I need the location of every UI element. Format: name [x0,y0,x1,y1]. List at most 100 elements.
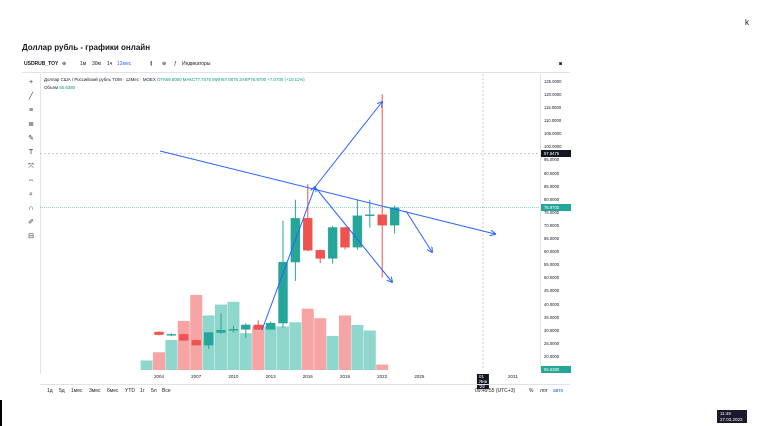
horizontal-lines-icon[interactable]: ≡ [28,107,34,114]
auto-toggle[interactable]: авто [553,388,564,394]
ruler-icon[interactable]: ✐ [28,219,34,226]
volume-bar [363,330,376,370]
price-chart[interactable] [40,74,540,370]
indicators-icon[interactable]: ƒ [174,61,177,67]
measure-icon[interactable]: ⇔ [27,177,35,184]
volume-bar [252,326,265,370]
interval-1h[interactable]: 1ч [107,61,113,67]
candle-body [216,329,226,333]
time-tick: 2016 [302,374,313,379]
range-5d[interactable]: 5д [59,388,65,394]
volume-price-tag: 55.6380 [541,366,571,373]
range-all[interactable]: Все [162,388,171,394]
lock-icon[interactable]: ⊟ [28,233,34,240]
range-5y[interactable]: 5л [151,388,157,394]
text-icon[interactable]: T [28,149,34,156]
interval-30m[interactable]: 30м [92,61,101,67]
candle-body [340,227,350,248]
price-tick: 35.0000 [544,314,560,320]
price-tick: 20.0000 [544,353,560,359]
candle-body [154,331,164,335]
candle-body [377,214,387,226]
fib-icon[interactable]: ≣ [28,121,34,128]
interval-12m[interactable]: 12мес [117,61,132,67]
taskbar-date: 27.03.2023 [720,416,743,422]
range-3m[interactable]: 3мес [89,388,101,394]
trend-line-resistance[interactable] [159,150,495,234]
log-toggle[interactable]: лог [540,388,548,394]
price-tick: 45.0000 [544,288,560,294]
compare-add-icon[interactable]: ⊕ [62,61,67,67]
percent-toggle[interactable]: % [529,388,534,394]
arrow-line-down[interactable] [314,186,392,282]
drawing-toolbar: + ╱ ≡ ≣ ✎ T ⤧ ⇔ ⌕ ∩ ✐ ⊟ [22,74,41,374]
trend-line-icon[interactable]: ╱ [28,93,34,100]
interval-1m[interactable]: 1м [80,61,87,67]
volume-bar [215,304,227,370]
candle-body [203,332,214,346]
time-tick: 2010 [228,374,239,379]
arrow-line-up-2[interactable] [314,102,382,188]
last-price-tag: 76.9700 [541,204,571,212]
candle-body [315,250,325,259]
time-tick: 2025 [414,374,425,379]
volume-layer [140,295,389,370]
volume-label: Объём [44,85,58,90]
range-1y[interactable]: 1г [140,388,145,394]
time-tick: 2022 [377,374,388,379]
price-tick: 60.0000 [544,249,560,255]
price-tick: 105.0000 [544,131,562,137]
volume-bar [140,360,153,370]
magnet-icon[interactable]: ∩ [28,205,34,212]
range-1m[interactable]: 1мес [71,388,83,394]
window-corner-text: k [745,18,749,27]
volume-bar [339,315,351,370]
chart-toolbar: USDRUB_TOY ⊕ 1м 30м 1ч 12мес ⫼ ⊕ ƒ Индик… [22,58,570,73]
price-tick: 40.0000 [544,301,560,307]
range-6m[interactable]: 6мес [107,388,119,394]
arrow-line-up-1[interactable] [261,187,315,331]
price-tick: 125.0000 [544,78,562,84]
chart-legend: Доллар США / Российский рубль TOM · 12Ме… [44,77,305,82]
candle-body [228,329,239,331]
price-tick: 25.0000 [544,340,560,346]
taskbar-time: 11:49 [720,411,731,416]
candle-body [278,261,288,324]
page-title: Доллар рубль - графики онлайн [22,43,151,52]
brush-icon[interactable]: ✎ [28,135,34,142]
price-tick: 100.0000 [544,144,562,150]
taskbar-clock: 11:49 27.03.2023 [717,410,747,423]
price-tick: 50.0000 [544,275,560,281]
volume-bar [326,335,339,370]
bottom-toolbar: 1д 5д 1мес 3мес 6мес YTD 1г 5л Все 09:49… [40,384,570,397]
time-tick: 2004 [153,374,165,379]
time-tick: 2019 [339,374,351,379]
window-edge [0,400,2,426]
price-tick: 120.0000 [544,91,562,97]
compare-icon[interactable]: ⊕ [162,61,167,67]
clock[interactable]: 09:49:55 (UTC+3) [475,388,516,394]
pattern-icon[interactable]: ⤧ [28,163,34,170]
camera-icon[interactable]: ◙ [559,61,563,67]
symbol-search[interactable]: USDRUB_TOY [24,61,59,67]
instrument-name: Доллар США / Российский рубль TOM · 12Ме… [44,77,156,82]
chart-type-icon[interactable]: ⫼ [150,61,153,67]
crosshair-icon[interactable]: + [28,79,34,86]
price-tick: 75.0000 [544,209,560,215]
candle-body [191,340,201,346]
range-1d[interactable]: 1д [47,388,53,394]
price-tick: 80.0000 [544,196,560,202]
arrow-line-forecast[interactable] [405,210,432,252]
volume-bar [264,326,277,370]
price-tick: 95.0000 [544,157,560,163]
candle-body [303,218,313,251]
drawing-layer [40,74,540,370]
candle-body [327,227,338,259]
price-axis[interactable]: 125.0000 120.0000 115.0000 110.0000 105.0000… [540,74,571,373]
volume-bar [314,318,327,370]
volume-value: 55.6380 [59,85,76,90]
indicators-button[interactable]: Индикаторы [182,61,211,67]
candle-body [365,214,375,216]
range-ytd[interactable]: YTD [125,388,135,394]
zoom-icon[interactable]: ⌕ [29,191,33,198]
